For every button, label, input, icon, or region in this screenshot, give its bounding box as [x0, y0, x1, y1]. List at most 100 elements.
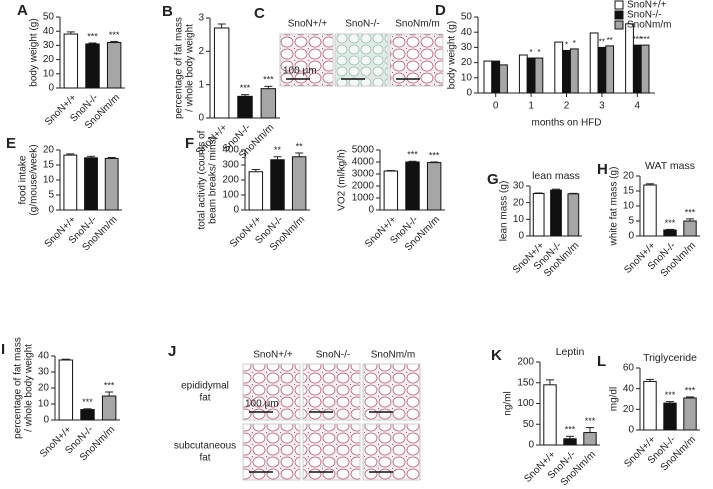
x-tick-label: 3 [599, 101, 605, 112]
significance: *** [104, 380, 115, 390]
panel-letter: H [597, 161, 608, 178]
bar [213, 27, 230, 119]
bar [663, 402, 677, 431]
bar [605, 45, 615, 94]
chart-title: lean mass [532, 170, 580, 182]
bar [643, 380, 657, 431]
bar [106, 42, 122, 89]
y-tick-label: 20 [38, 383, 50, 394]
y-tick-label: 300 [222, 160, 239, 171]
significance: *** [565, 425, 576, 435]
significance: ** [274, 145, 282, 155]
panel-letter: L [597, 353, 606, 370]
y-tick-label: 10 [38, 399, 50, 410]
bar [518, 54, 528, 94]
panel-letter: I [1, 341, 5, 358]
legend-swatch [614, 10, 624, 20]
y-tick-label: 40 [623, 383, 635, 394]
y-axis-label: body weight (g) [447, 21, 458, 89]
panel-letter: F [185, 135, 194, 152]
y-tick-label: 100 [222, 190, 239, 201]
micrograph [242, 423, 301, 481]
panel-letter: B [162, 3, 173, 20]
y-tick-label: 200 [517, 357, 534, 368]
y-tick-label: 0 [48, 205, 54, 216]
y-tick-label: 60 [623, 363, 635, 374]
significance: *** [82, 397, 93, 407]
x-tick-label: 0 [493, 101, 499, 112]
bar [562, 49, 571, 94]
significance: ** [599, 38, 605, 47]
significance: *** [585, 416, 596, 426]
significance: *** [109, 30, 120, 40]
y-tick-label: 50 [43, 12, 55, 23]
y-axis-label: / whole body weight [185, 24, 196, 112]
y-tick-label: 3 [198, 13, 204, 24]
bar [534, 57, 544, 94]
bar [85, 43, 100, 89]
column-label: SnoNm/m [395, 19, 439, 30]
y-tick-label: 30 [461, 42, 473, 53]
y-tick-label: 0 [518, 231, 524, 242]
bar [683, 397, 697, 431]
bar [383, 170, 399, 211]
row-label: fat [199, 393, 210, 404]
panel-letter: G [487, 171, 499, 188]
y-axis-label: ng/ml [503, 391, 514, 415]
bar [554, 41, 564, 94]
y-tick-label: 5000 [352, 145, 375, 156]
y-tick-label: 4000 [352, 157, 375, 168]
column-label: SnoN+/+ [288, 19, 328, 30]
y-axis-label: percentage of fat mass [174, 17, 185, 119]
y-axis-label: VO2 (ml/kg/h) [337, 149, 348, 211]
x-tick-label: 4 [635, 101, 641, 112]
legend-swatch [614, 0, 624, 10]
significance: * [573, 39, 576, 48]
bar [426, 162, 442, 211]
y-tick-label: 5 [628, 216, 634, 227]
row-label: epididymal [181, 381, 229, 392]
y-tick-label: 2 [198, 46, 204, 57]
significance: *** [263, 75, 274, 85]
y-tick-label: 1000 [352, 193, 375, 204]
column-label: SnoN-/- [316, 350, 350, 361]
panel-letter: D [435, 2, 446, 19]
column-label: SnoN+/+ [253, 350, 293, 361]
bar [63, 154, 78, 211]
y-tick-label: 15 [623, 186, 635, 197]
significance: *** [407, 150, 418, 160]
significance: *** [685, 207, 696, 217]
bar [270, 159, 285, 211]
y-tick-label: 5 [48, 190, 54, 201]
y-axis-label: lean mass (g) [499, 181, 510, 242]
y-tick-label: 20 [513, 197, 525, 208]
y-tick-label: 10 [43, 68, 55, 79]
bar [643, 184, 657, 237]
bar [291, 156, 307, 211]
y-axis-label: percentage of fat mass [13, 337, 24, 439]
y-tick-label: 30 [513, 181, 525, 192]
y-tick-label: 40 [43, 26, 55, 37]
y-tick-label: 100 [517, 398, 534, 409]
bar [550, 189, 562, 237]
significance: * [537, 48, 540, 57]
y-tick-label: 10 [623, 201, 635, 212]
panel-letter: C [254, 5, 265, 22]
y-tick-label: 0 [368, 205, 374, 216]
y-axis-label: total activity (counts of [197, 130, 208, 229]
bar [63, 33, 79, 89]
micrograph [302, 363, 361, 421]
bar [260, 88, 277, 119]
row-label: fat [199, 453, 210, 464]
y-tick-label: 400 [222, 145, 239, 156]
y-tick-label: 0 [628, 231, 634, 242]
micrograph [242, 363, 301, 421]
y-tick-label: 200 [222, 175, 239, 186]
micrograph [362, 423, 421, 481]
bar [640, 44, 650, 94]
panel-letter: E [6, 135, 16, 152]
significance: *** [640, 35, 649, 44]
bar [499, 64, 508, 94]
significance: *** [429, 150, 440, 160]
